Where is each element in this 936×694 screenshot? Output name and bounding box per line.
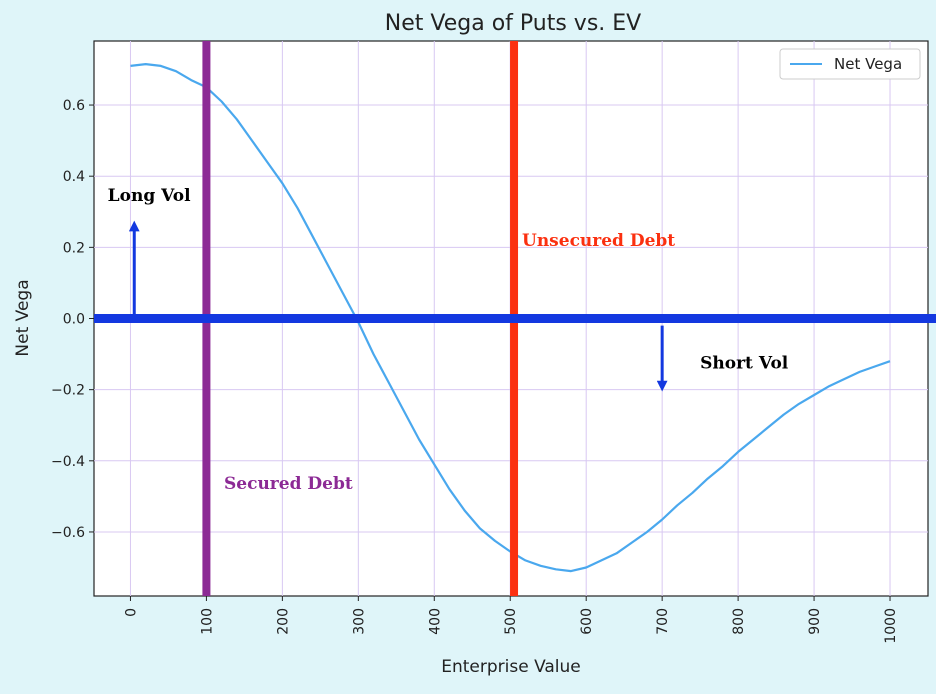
short-vol-label: Short Vol (700, 353, 789, 373)
x-tick-label: 100 (199, 608, 215, 635)
long-vol-label: Long Vol (108, 186, 191, 206)
x-tick-label: 400 (427, 608, 443, 635)
x-tick-label: 600 (579, 608, 595, 635)
chart-title: Net Vega of Puts vs. EV (385, 11, 641, 36)
y-axis-label: Net Vega (13, 279, 33, 356)
y-tick-label: −0.2 (51, 383, 85, 399)
y-tick-label: −0.6 (51, 525, 85, 541)
y-tick-label: 0.4 (63, 169, 85, 185)
x-tick-label: 300 (351, 608, 367, 635)
x-tick-label: 200 (275, 608, 291, 635)
x-tick-label: 900 (807, 608, 823, 635)
legend: Net Vega (779, 48, 921, 80)
legend-entry-net-vega: Net Vega (834, 55, 902, 73)
x-tick-label: 1000 (883, 608, 899, 644)
x-axis-label: Enterprise Value (441, 657, 581, 677)
unsecured-debt-label: Unsecured Debt (522, 231, 675, 251)
secured-debt-label: Secured Debt (224, 474, 353, 494)
y-tick-label: 0.0 (63, 312, 85, 328)
legend-box (779, 48, 921, 80)
x-tick-label: 0 (123, 608, 139, 617)
y-tick-label: 0.6 (63, 98, 85, 114)
y-tick-label: 0.2 (63, 240, 85, 256)
x-tick-label: 700 (655, 608, 671, 635)
y-tick-label: −0.4 (51, 454, 85, 470)
x-tick-label: 500 (503, 608, 519, 635)
x-tick-label: 800 (731, 608, 747, 635)
